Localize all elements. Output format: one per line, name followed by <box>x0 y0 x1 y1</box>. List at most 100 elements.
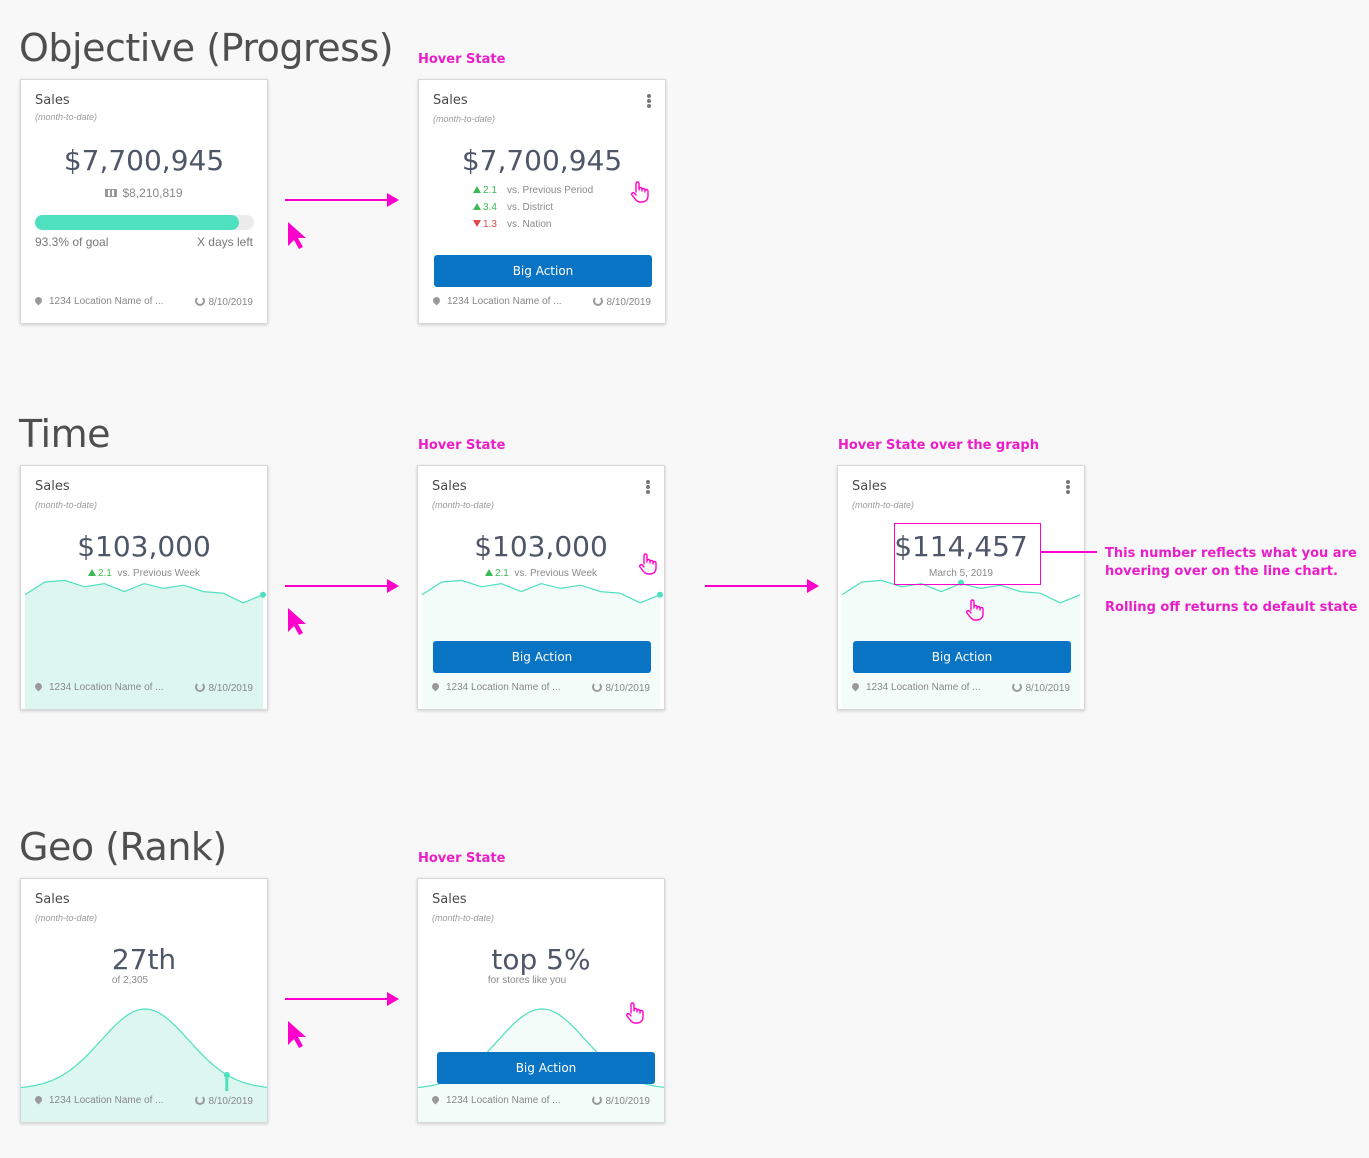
delta-label: vs. Previous Week <box>117 568 201 579</box>
callout-connector-line <box>1041 551 1097 553</box>
refresh-date: 8/10/2019 <box>194 296 254 308</box>
refresh-icon <box>591 682 602 692</box>
date-text: 8/10/2019 <box>605 683 651 694</box>
sparkline-end-point <box>657 591 663 598</box>
location: 1234 Location Name of ... <box>850 681 981 693</box>
location: 1234 Location Name of ... <box>33 681 164 693</box>
sparkline-end-point <box>260 591 266 598</box>
refresh-date: 8/10/2019 <box>194 682 254 694</box>
refresh-date: 8/10/2019 <box>194 1095 253 1107</box>
up-arrow-icon <box>87 569 96 576</box>
callout-text-line: Rolling off returns to default state <box>1105 600 1358 615</box>
geo-card-default[interactable]: Sales (month-to-date) 27th of 2,305 1234… <box>20 878 268 1123</box>
sales-value: $7,700,945 <box>63 144 225 177</box>
up-arrow-icon <box>473 203 481 210</box>
location-pin-icon <box>850 681 861 692</box>
more-options-icon[interactable] <box>646 480 650 494</box>
sales-value: $103,000 <box>474 530 608 563</box>
location-text: 1234 Location Name of ... <box>49 682 164 693</box>
card-subtitle: (month-to-date) <box>35 500 98 510</box>
comparison-label: vs. District <box>507 202 554 213</box>
date-text: 8/10/2019 <box>605 1096 651 1107</box>
sparkline-line <box>24 579 264 604</box>
card-subtitle: (month-to-date) <box>852 500 915 510</box>
time-card-default[interactable]: Sales (month-to-date) $103,000 2.1 vs. P… <box>20 465 268 710</box>
location: 1234 Location Name of ... <box>33 1094 164 1106</box>
location-pin-icon <box>33 295 44 306</box>
time-card-hover[interactable]: Sales (month-to-date) $103,000 2.1 vs. P… <box>417 465 665 710</box>
location-text: 1234 Location Name of ... <box>49 296 164 307</box>
big-action-button[interactable]: Big Action <box>437 1052 655 1084</box>
card-subtitle: (month-to-date) <box>433 114 496 124</box>
rank-value: 27th <box>111 943 177 976</box>
location-text: 1234 Location Name of ... <box>49 1095 164 1106</box>
more-options-icon[interactable] <box>1066 480 1070 494</box>
delta-value: 2.1 <box>87 568 112 579</box>
card-title: Sales <box>432 479 467 494</box>
progress-fill <box>35 215 240 230</box>
time-sparkline-chart <box>24 579 266 709</box>
big-action-button[interactable]: Big Action <box>434 255 652 287</box>
location-text: 1234 Location Name of ... <box>866 682 981 693</box>
time-card-graph-hover[interactable]: Sales (month-to-date) $114,457 March 5, … <box>837 465 1085 710</box>
location: 1234 Location Name of ... <box>430 681 561 693</box>
location: 1234 Location Name of ... <box>430 1094 561 1106</box>
up-arrow-icon <box>484 569 493 576</box>
hover-graph-note: Hover State over the graph <box>838 438 1039 453</box>
big-action-button[interactable]: Big Action <box>853 641 1071 673</box>
card-title: Sales <box>35 93 70 108</box>
card-title: Sales <box>35 479 70 494</box>
hand-pointer-icon <box>639 553 657 575</box>
delta-line: 2.1 vs. Previous Week <box>418 568 664 579</box>
date-text: 8/10/2019 <box>606 297 652 308</box>
goal-line: $8,210,819 <box>21 186 267 200</box>
pointer-cursor-icon <box>288 222 306 249</box>
sparkline-line <box>421 579 661 604</box>
objective-card-default[interactable]: Sales (month-to-date) $7,700,945 $8,210,… <box>20 79 268 324</box>
card-subtitle: (month-to-date) <box>432 500 495 510</box>
geo-card-hover[interactable]: Sales (month-to-date) top 5% for stores … <box>417 878 665 1123</box>
comparison-value: 3.4 <box>473 202 507 213</box>
section-title-geo: Geo (Rank) <box>19 825 227 869</box>
transition-arrow <box>285 193 399 207</box>
transition-arrow <box>285 992 399 1006</box>
delta-label: vs. Previous Week <box>514 568 598 579</box>
card-footer: 1234 Location Name of ... 8/10/2019 <box>430 1094 651 1109</box>
card-title: Sales <box>433 93 468 108</box>
refresh-date: 8/10/2019 <box>592 296 652 308</box>
card-footer: 1234 Location Name of ... 8/10/2019 <box>33 1094 253 1109</box>
percentile-sub: for stores like you <box>487 975 567 986</box>
refresh-icon <box>194 296 205 306</box>
card-footer: 1234 Location Name of ... 8/10/2019 <box>850 681 1071 696</box>
date-text: 8/10/2019 <box>208 297 254 308</box>
comparison-label: vs. Previous Period <box>507 185 594 196</box>
goal-value: $8,210,819 <box>122 186 183 200</box>
comparison-label: vs. Nation <box>507 219 552 230</box>
location-text: 1234 Location Name of ... <box>446 1095 561 1106</box>
refresh-date: 8/10/2019 <box>1011 682 1071 694</box>
comparison-row: 1.3 vs. Nation <box>473 219 551 230</box>
objective-card-hover[interactable]: Sales (month-to-date) $7,700,945 2.1 vs. … <box>418 79 666 324</box>
callout-text-line: hovering over on the line chart. <box>1105 564 1338 579</box>
date-text: 8/10/2019 <box>1025 683 1071 694</box>
delta-value: 2.1 <box>484 568 509 579</box>
sales-value: $103,000 <box>77 530 211 563</box>
big-action-button[interactable]: Big Action <box>433 641 651 673</box>
refresh-icon <box>194 682 205 692</box>
date-text: 8/10/2019 <box>208 683 254 694</box>
card-subtitle: (month-to-date) <box>35 112 98 122</box>
hand-pointer-icon <box>631 181 649 203</box>
up-arrow-icon <box>473 186 481 193</box>
flag-icon <box>105 189 118 197</box>
card-title: Sales <box>35 892 70 907</box>
refresh-date: 8/10/2019 <box>591 682 651 694</box>
delta-line: 2.1 vs. Previous Week <box>21 568 267 579</box>
rank-of-label: of 2,305 <box>111 975 149 986</box>
sparkline-area <box>25 580 263 709</box>
refresh-icon <box>1011 682 1022 692</box>
more-options-icon[interactable] <box>647 94 651 108</box>
card-footer: 1234 Location Name of ... 8/10/2019 <box>33 295 254 310</box>
progress-bar <box>35 215 254 230</box>
refresh-icon <box>194 1095 205 1105</box>
distribution-area <box>21 1009 267 1122</box>
